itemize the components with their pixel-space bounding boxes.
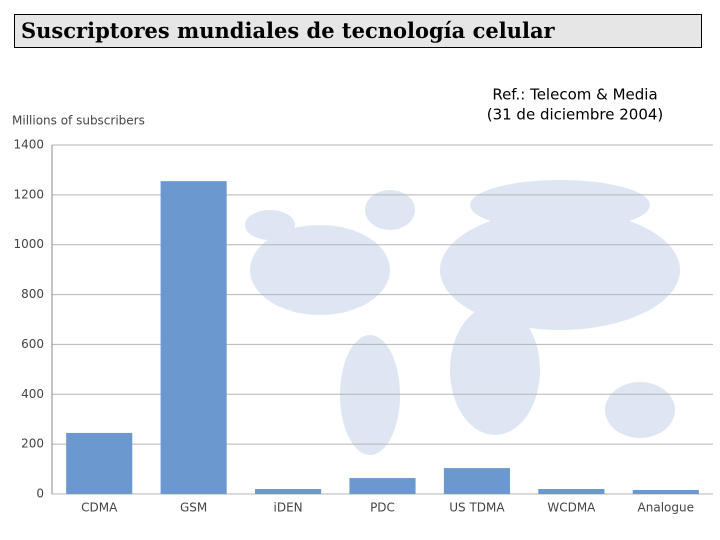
x-tick-label: US TDMA	[449, 501, 505, 515]
y-axis-label: Millions of subscribers	[12, 114, 145, 128]
annotation: Ref.: Telecom & Media	[492, 86, 657, 104]
bar	[632, 490, 699, 494]
x-tick-label: Analogue	[638, 501, 694, 515]
x-tick-label: PDC	[370, 501, 395, 515]
y-tick-label: 1200	[13, 187, 44, 201]
bar	[349, 478, 416, 494]
x-tick-label: CDMA	[81, 501, 118, 515]
y-tick-label: 400	[21, 387, 44, 401]
y-tick-label: 0	[36, 487, 44, 501]
y-tick-label: 600	[21, 337, 44, 351]
y-tick-label: 1400	[13, 138, 44, 152]
bar	[66, 432, 133, 494]
world-map	[245, 180, 680, 455]
x-tick-label: WCDMA	[547, 501, 596, 515]
bar	[443, 468, 510, 494]
x-tick-label: GSM	[180, 501, 207, 515]
x-tick-label: iDEN	[274, 501, 303, 515]
bar	[538, 489, 605, 494]
annotation: (31 de diciembre 2004)	[487, 106, 664, 124]
bar	[160, 181, 227, 494]
title: Suscriptores mundiales de tecnología cel…	[14, 14, 702, 48]
y-tick-label: 1000	[13, 237, 44, 251]
y-tick-label: 800	[21, 287, 44, 301]
y-tick-label: 200	[21, 437, 44, 451]
bar	[255, 489, 322, 494]
